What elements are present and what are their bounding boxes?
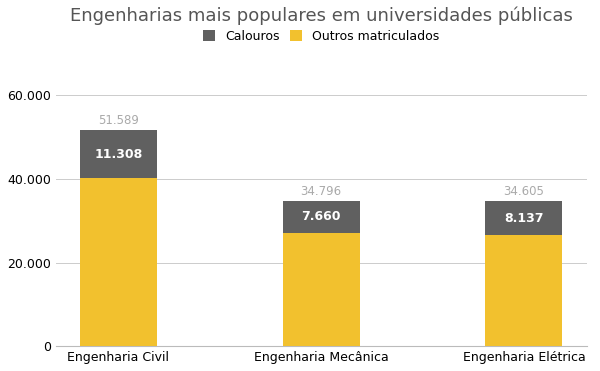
Text: 51.589: 51.589 [98, 114, 139, 127]
Bar [80, 178, 157, 346]
Bar [80, 130, 157, 178]
Bar [283, 233, 359, 346]
Legend: Calouros, Outros matriculados: Calouros, Outros matriculados [200, 27, 442, 45]
Title: Engenharias mais populares em universidades públicas: Engenharias mais populares em universida… [70, 7, 572, 26]
Text: 7.660: 7.660 [301, 210, 341, 223]
Text: 8.137: 8.137 [504, 212, 544, 225]
Text: 34.605: 34.605 [503, 186, 544, 198]
Text: 34.796: 34.796 [301, 185, 341, 198]
Text: 11.308: 11.308 [94, 148, 142, 161]
Bar [485, 201, 562, 236]
Bar [283, 201, 359, 233]
Bar [485, 236, 562, 346]
